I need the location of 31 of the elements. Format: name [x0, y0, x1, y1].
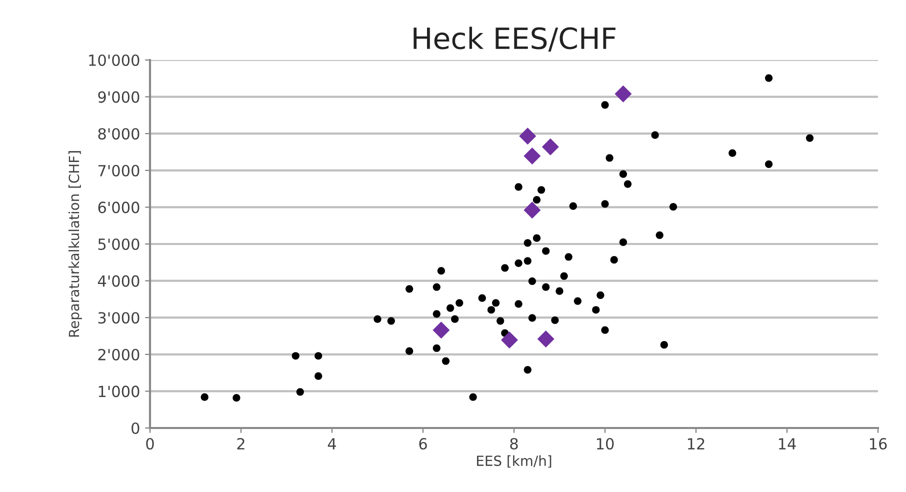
x-tick-label: 12: [688, 438, 704, 450]
point: [537, 330, 554, 348]
y-tick-label: 8'000: [98, 128, 140, 140]
y-tick-label: 9'000: [98, 91, 140, 103]
x-axis-title: EES [km/h]: [477, 455, 552, 468]
x-tick-label: 4: [328, 438, 336, 450]
y-tick-label: 5'000: [98, 238, 140, 250]
point: [542, 138, 559, 156]
x-tick-label: 16: [870, 438, 887, 450]
x-tick-label: 8: [510, 438, 518, 450]
point: [432, 322, 450, 339]
y-tick-label: 0: [132, 422, 140, 434]
y-tick-label: 4'000: [98, 275, 140, 287]
point: [500, 332, 518, 349]
y-tick-label: 2'000: [98, 348, 140, 360]
x-tick-label: 6: [419, 438, 427, 450]
y-tick-label: 1'000: [98, 386, 140, 398]
point: [524, 148, 541, 165]
x-tick-label: 14: [778, 438, 796, 450]
y-tick-label: 7'000: [98, 164, 140, 176]
x-tick-label: 10: [596, 438, 614, 450]
point: [524, 202, 541, 219]
x-tick-label: 0: [146, 438, 154, 450]
y-tick-label: 10'000: [89, 54, 140, 66]
point: [519, 128, 536, 145]
point: [614, 85, 632, 102]
y-axis-title: Reparaturkalkulation [CHF]: [68, 151, 82, 337]
x-tick-label: 2: [237, 438, 244, 450]
chart-title: Heck EES/CHF: [414, 26, 616, 52]
y-tick-label: 6'000: [98, 202, 140, 214]
y-tick-label: 3'000: [98, 312, 140, 324]
